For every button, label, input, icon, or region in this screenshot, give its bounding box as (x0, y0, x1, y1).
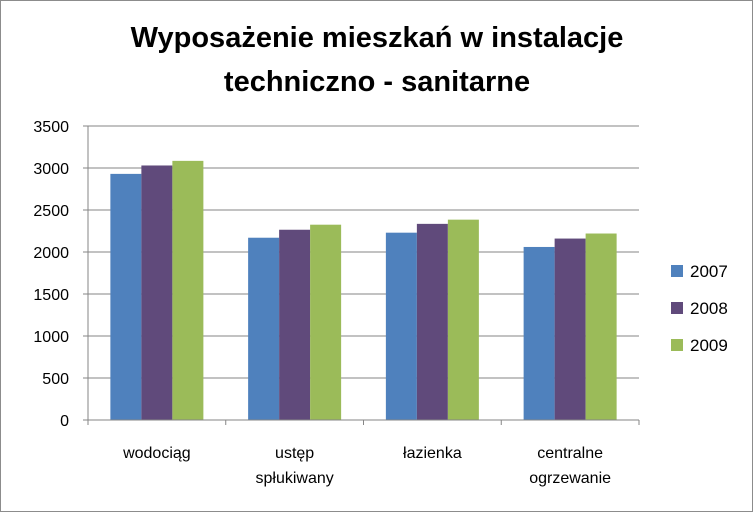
x-axis-categories: wodociąg ustęp spłukiwany łazienka centralne… (122, 445, 611, 487)
bar-2009 (310, 224, 342, 420)
bar-2008 (416, 223, 448, 420)
bar-2009 (172, 160, 204, 421)
legend-label-2007: 2007 (690, 262, 728, 281)
bar-2008 (141, 165, 173, 420)
x-category-label: łazienka (403, 445, 462, 462)
legend-swatch-2008 (671, 302, 683, 314)
legend-swatch-2009 (671, 339, 683, 351)
y-tick-label: 3500 (33, 119, 69, 136)
chart-title-line-1: Wyposażenie mieszkań w instalacje (131, 22, 624, 54)
legend: 2007 2008 2009 (671, 262, 728, 355)
legend-label-2008: 2008 (690, 299, 728, 318)
chart-title-line-2: techniczno - sanitarne (224, 66, 530, 98)
bar-2007 (523, 246, 555, 420)
x-category-label: ogrzewanie (529, 470, 611, 487)
bar-2007 (248, 237, 280, 420)
y-axis-ticks: 0 500 1000 1500 2000 2500 3000 3500 (33, 119, 69, 430)
legend-swatch-2007 (671, 265, 683, 277)
y-tick-label: 2500 (33, 203, 69, 220)
y-tick-label: 0 (60, 413, 69, 430)
y-tick-label: 2000 (33, 245, 69, 262)
x-category-label: centralne (537, 445, 603, 462)
bar-2008 (554, 238, 586, 420)
x-category-label: spłukiwany (255, 470, 333, 487)
bar-2007 (385, 232, 417, 420)
y-tick-label: 1000 (33, 329, 69, 346)
y-tick-label: 3000 (33, 161, 69, 178)
y-tick-label: 1500 (33, 287, 69, 304)
x-category-label: wodociąg (122, 445, 191, 462)
bars (110, 160, 617, 421)
bar-2009 (585, 233, 617, 420)
x-category-label: ustęp (275, 445, 314, 462)
bar-2009 (447, 219, 479, 420)
legend-label-2009: 2009 (690, 336, 728, 355)
y-tick-label: 500 (42, 371, 69, 388)
bar-2007 (110, 173, 142, 420)
bar-2008 (279, 229, 311, 420)
axes (83, 125, 640, 425)
